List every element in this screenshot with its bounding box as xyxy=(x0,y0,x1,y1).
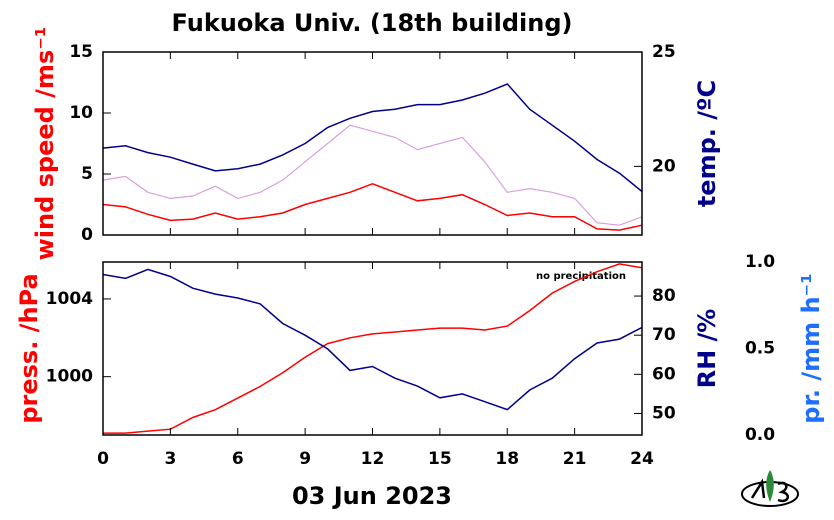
x-tick-label: 15 xyxy=(428,449,452,469)
series-line xyxy=(102,124,643,226)
y-tick-label: 15 xyxy=(69,42,93,62)
series-line xyxy=(102,268,643,411)
y2-tick-label: 50 xyxy=(652,403,676,423)
y3-tick-label: 1.0 xyxy=(745,252,775,272)
y3-tick-label: 0.5 xyxy=(745,339,775,359)
x-tick-label: 3 xyxy=(164,449,176,469)
chart-title: Fukuoka Univ. (18th building) xyxy=(172,9,573,37)
series-line xyxy=(102,182,643,231)
plot-frame xyxy=(102,51,643,236)
y2-tick-label: 60 xyxy=(652,364,676,384)
series-line xyxy=(103,263,643,434)
x-tick-label: 6 xyxy=(232,449,244,469)
x-tick-label: 24 xyxy=(630,449,654,469)
y2-tick-label: 70 xyxy=(652,325,676,345)
y-tick-label: 1000 xyxy=(46,367,93,387)
axis-label: pr. /mm h⁻¹ xyxy=(797,273,825,423)
series-line xyxy=(102,83,643,193)
y2-tick-label: 20 xyxy=(652,156,676,176)
x-tick-label: 18 xyxy=(495,449,519,469)
y-tick-label: 10 xyxy=(69,103,93,123)
annotation: no precipitation xyxy=(536,271,626,282)
y-tick-label: 5 xyxy=(81,164,93,184)
x-tick-label: 9 xyxy=(299,449,311,469)
y-tick-label: 1004 xyxy=(46,289,93,309)
axis-label: RH /% xyxy=(693,309,721,389)
y3-tick-label: 0.0 xyxy=(745,425,775,445)
axis-label: wind speed /ms⁻¹ xyxy=(31,27,59,261)
x-tick-label: 21 xyxy=(563,449,587,469)
logo xyxy=(741,470,799,507)
y2-tick-label: 25 xyxy=(652,42,676,62)
x-tick-label: 12 xyxy=(361,449,385,469)
x-tick-label: 0 xyxy=(97,449,109,469)
y-tick-label: 0 xyxy=(81,225,93,245)
axis-label: press. /hPa xyxy=(15,273,43,423)
y2-tick-label: 80 xyxy=(652,286,676,306)
axis-label: temp. /ºC xyxy=(693,80,721,207)
x-axis-label: 03 Jun 2023 xyxy=(292,482,452,510)
